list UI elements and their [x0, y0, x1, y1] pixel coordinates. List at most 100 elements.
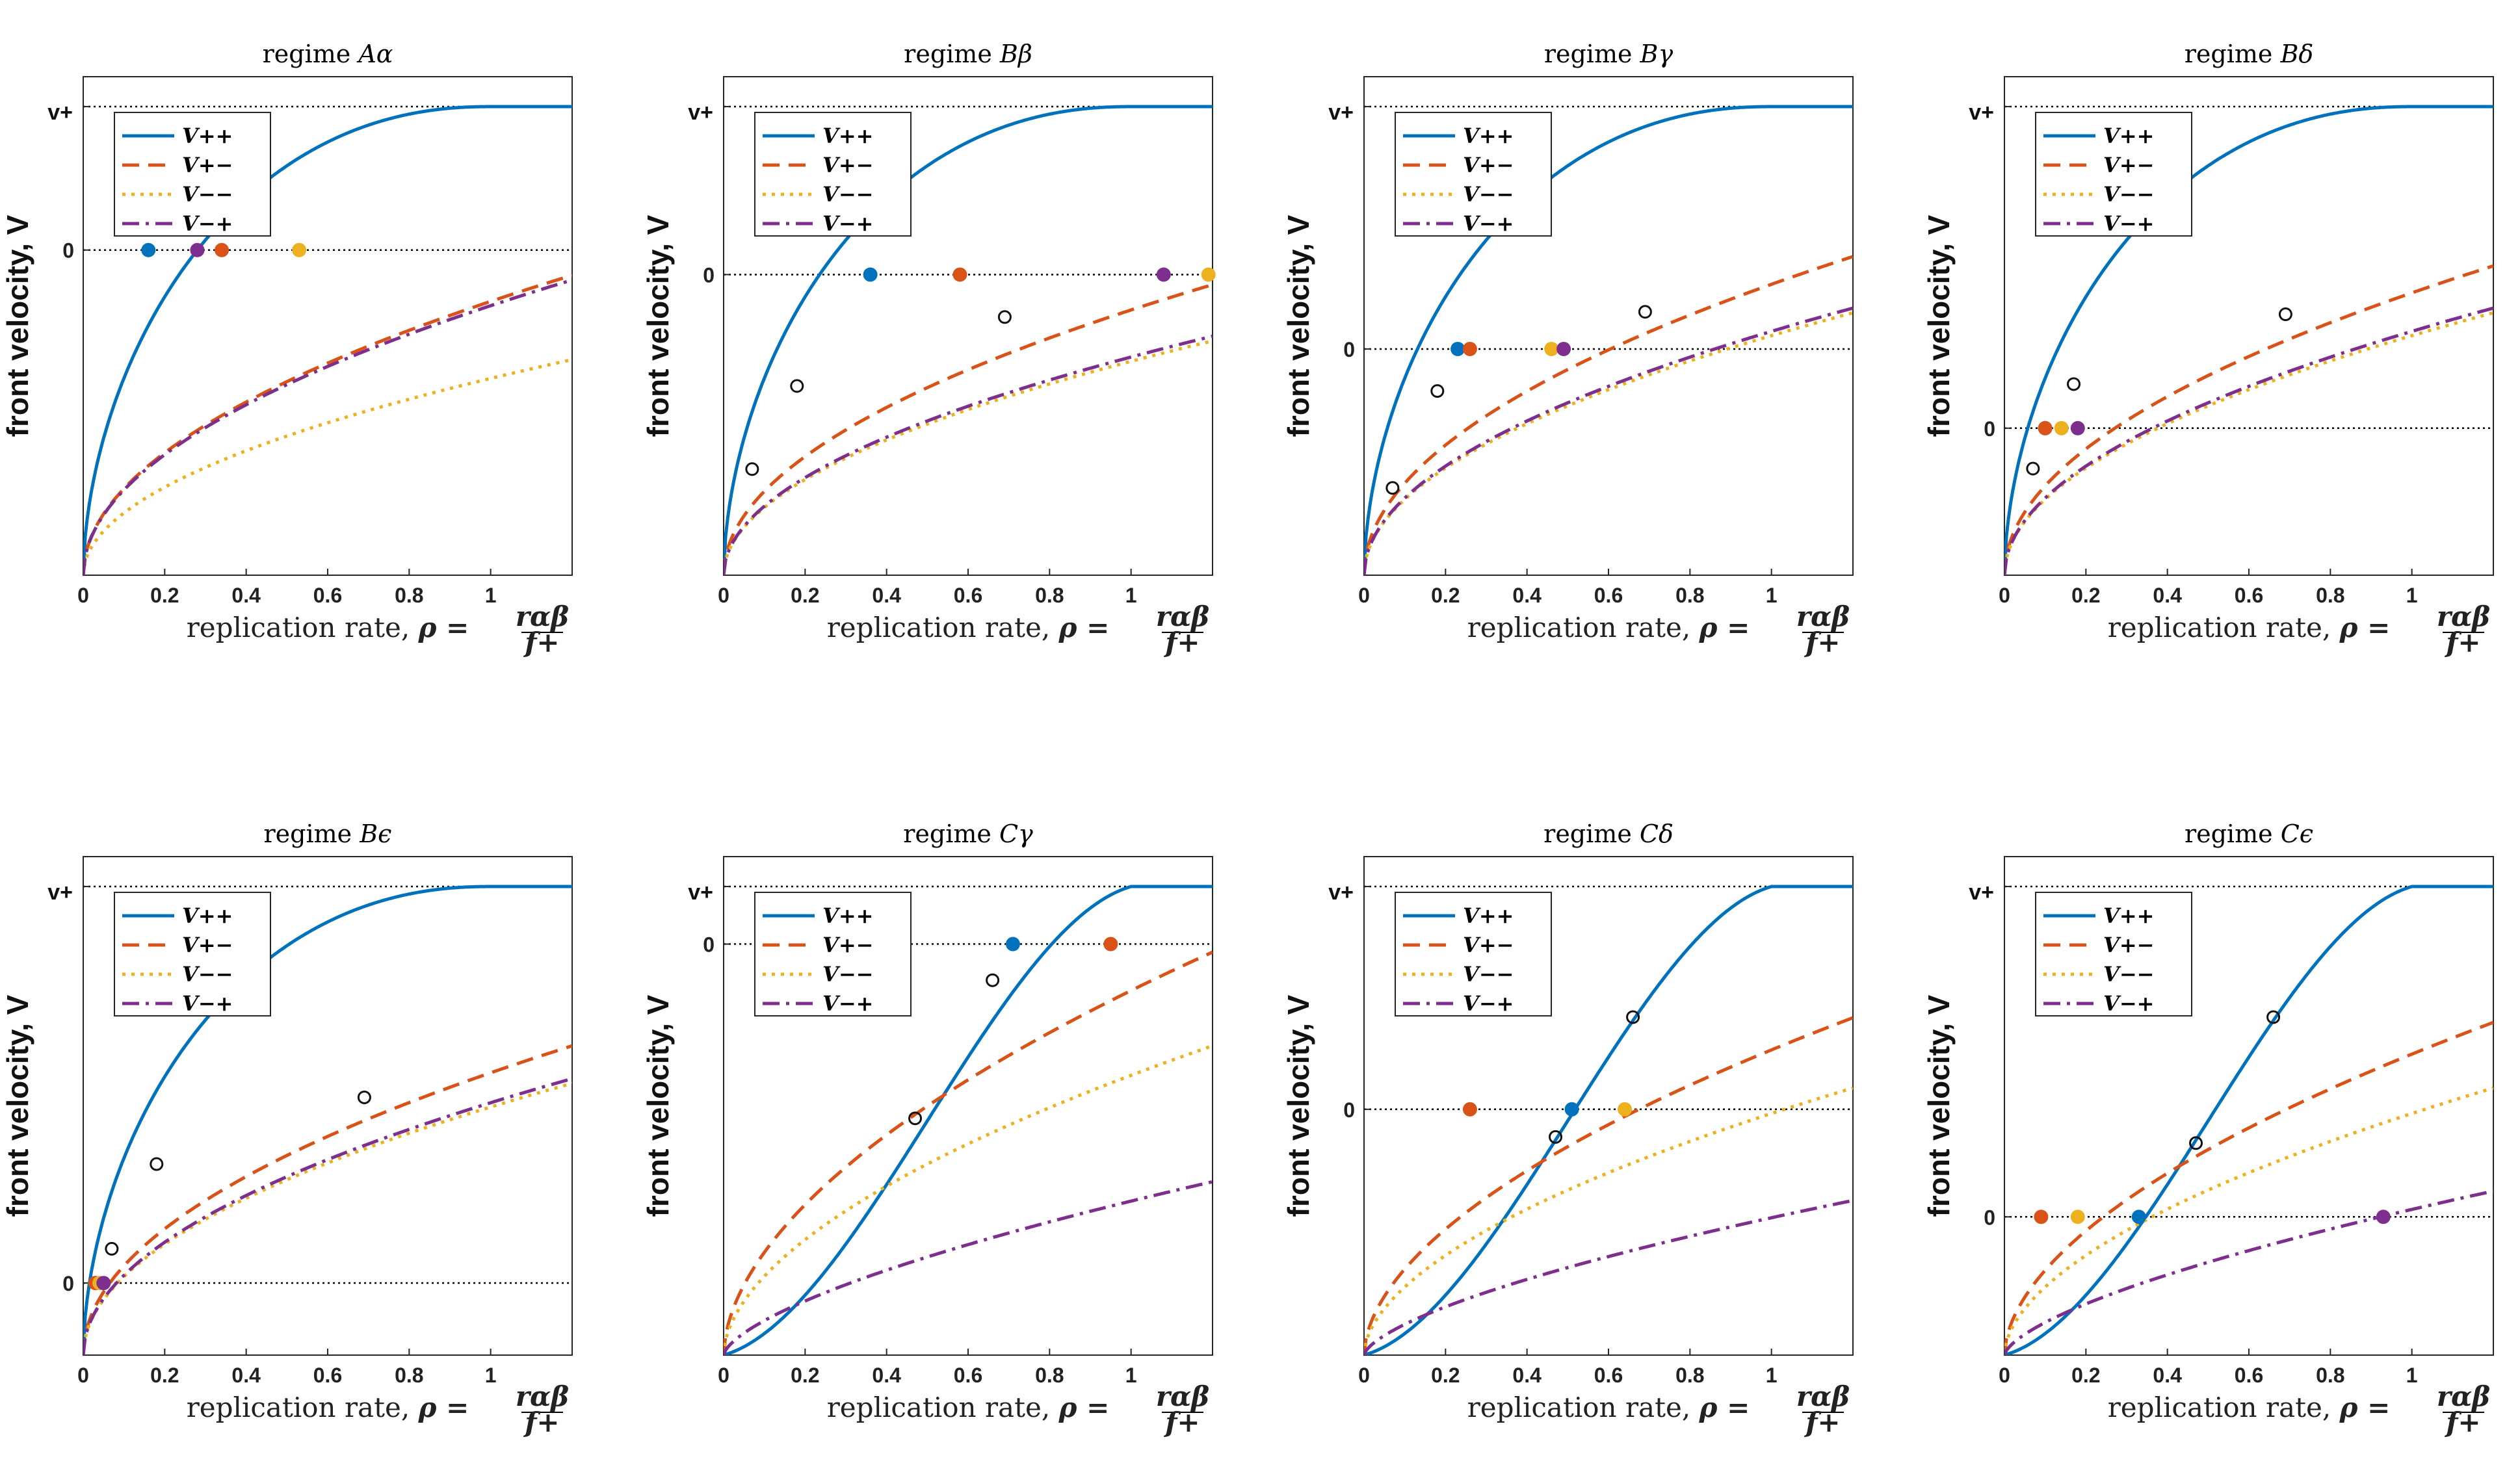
ytick-vplus: v+ — [688, 100, 713, 125]
zero-crossing-point-pp — [1450, 341, 1465, 356]
xtick-label: 0.2 — [1431, 1364, 1460, 1387]
fraction-denominator: f+ — [523, 1406, 559, 1438]
zero-crossing-point-pm — [215, 242, 230, 257]
legend-box — [2035, 112, 2192, 237]
x-axis-label: replication rate, ρ = — [827, 1392, 1110, 1423]
fraction-denominator: f+ — [2444, 1406, 2480, 1438]
series-line-pp — [83, 885, 572, 1355]
zero-crossing-point-pm — [2034, 1210, 2049, 1224]
y-axis-label: front velocity, V — [641, 994, 675, 1217]
chart-title: regime Cδ — [1543, 820, 1673, 848]
xtick-label: 1 — [1125, 584, 1137, 607]
series-line-pp — [1364, 885, 1853, 1355]
intersection-point — [790, 379, 804, 393]
fraction-numerator: rαβ — [2437, 601, 2490, 632]
x-axis-label: replication rate, ρ = — [1467, 612, 1750, 643]
series-line-mm — [2004, 311, 2493, 575]
legend: V++ V+− V−− V−+ — [1395, 112, 1552, 237]
xtick-label: 0.2 — [2071, 584, 2100, 607]
zero-crossing-point-pp — [1564, 1102, 1579, 1117]
series-line-mm — [83, 357, 572, 575]
xtick-label: 0.8 — [1035, 1364, 1064, 1387]
xtick-label: 1 — [1766, 584, 1778, 607]
legend-box — [754, 112, 912, 237]
legend-label-pp: V++ — [2103, 903, 2154, 928]
series-line-pm — [2004, 1020, 2493, 1355]
series-line-mm — [1364, 1086, 1853, 1355]
fraction-denominator: f+ — [2444, 627, 2480, 658]
legend-label-mp: V−+ — [2103, 211, 2154, 236]
xtick-label: 0.6 — [2235, 584, 2263, 607]
xtick-label: 0.8 — [395, 1364, 423, 1387]
legend: V++ V+− V−− V−+ — [114, 892, 271, 1016]
x-axis-label: replication rate, ρ = — [2108, 612, 2391, 643]
chart-title: regime Bβ — [904, 40, 1032, 68]
ytick-vplus: v+ — [47, 880, 73, 905]
series-line-mp — [724, 334, 1213, 575]
legend-label-pp: V++ — [182, 123, 233, 148]
xtick-label: 0.6 — [1594, 584, 1623, 607]
fraction-denominator: f+ — [1163, 1406, 1200, 1438]
y-axis-label: front velocity, V — [1922, 214, 1956, 437]
xtick-label: 0.4 — [872, 584, 901, 607]
legend-label-pp: V++ — [2103, 123, 2154, 148]
ytick-zero: 0 — [703, 263, 715, 287]
zero-crossing-point-pm — [1462, 1102, 1477, 1117]
series-line-pm — [1364, 255, 1853, 575]
legend-label-mm: V−− — [822, 182, 873, 207]
chart-panel: regime Cϵ v+ 0 0 0.2 0.4 0.6 0.8 1 replication ra… — [1922, 820, 2494, 1438]
xtick-label: 0.2 — [2071, 1364, 2100, 1387]
intersection-point — [986, 973, 1000, 987]
intersection-point — [1430, 384, 1445, 398]
legend-label-pp: V++ — [1463, 903, 1514, 928]
xtick-label: 0.6 — [954, 1364, 982, 1387]
intersection-point — [1638, 305, 1652, 319]
zero-crossing-point-mm — [2054, 421, 2069, 435]
series-line-mp — [83, 278, 572, 575]
xtick-label: 1 — [1766, 1364, 1778, 1387]
legend-label-pm: V+− — [822, 933, 873, 957]
y-axis-label: front velocity, V — [1281, 214, 1315, 437]
legend-label-mm: V−− — [182, 962, 233, 987]
xtick-label: 0.4 — [872, 1364, 901, 1387]
xtick-label: 0 — [718, 1364, 729, 1387]
x-axis-label: replication rate, ρ = — [187, 1392, 469, 1423]
x-axis-label: replication rate, ρ = — [187, 612, 469, 643]
ytick-zero: 0 — [1984, 417, 1995, 441]
legend-label-mp: V−+ — [1463, 991, 1514, 1016]
legend-label-pm: V+− — [1463, 153, 1514, 177]
legend-box — [2035, 892, 2192, 1016]
fraction-denominator: f+ — [1804, 627, 1840, 658]
y-axis-label: front velocity, V — [1281, 994, 1315, 1217]
y-axis-label: front velocity, V — [1, 214, 34, 437]
intersection-point — [1549, 1130, 1563, 1144]
intersection-point — [2026, 461, 2040, 476]
series-line-pm — [1364, 1016, 1853, 1355]
legend-label-mm: V−− — [1463, 182, 1514, 207]
xtick-label: 0 — [77, 584, 89, 607]
xtick-label: 1 — [485, 584, 497, 607]
xtick-label: 0.8 — [1035, 584, 1064, 607]
chart-panel: regime Bϵ v+ 0 0 0.2 0.4 0.6 0.8 1 replication ra… — [1, 820, 573, 1438]
chart-panel: regime Bγ v+ 0 0 0.2 0.4 0.6 0.8 1 replication ra… — [1281, 40, 1854, 658]
legend: V++ V+− V−− V−+ — [754, 892, 912, 1016]
ytick-zero: 0 — [703, 933, 715, 957]
legend-label-pm: V+− — [182, 153, 233, 177]
legend-label-pm: V+− — [1463, 933, 1514, 957]
xtick-label: 1 — [1125, 1364, 1137, 1387]
ytick-zero: 0 — [1984, 1206, 1995, 1229]
legend-label-pp: V++ — [822, 123, 873, 148]
chart-title: regime Bγ — [1544, 40, 1673, 68]
zero-crossing-point-pp — [1005, 937, 1020, 952]
xtick-label: 0.4 — [1512, 1364, 1542, 1387]
chart-panel: regime Cδ v+ 0 0 0.2 0.4 0.6 0.8 1 replication ra… — [1281, 820, 1854, 1438]
series-line-pm — [83, 274, 572, 575]
zero-crossing-point-mp — [2070, 421, 2085, 435]
fraction-numerator: rαβ — [516, 601, 569, 632]
xtick-label: 0.8 — [2316, 584, 2344, 607]
legend-label-pp: V++ — [182, 903, 233, 928]
zero-crossing-point-mm — [1201, 267, 1216, 282]
ytick-zero: 0 — [62, 239, 74, 263]
